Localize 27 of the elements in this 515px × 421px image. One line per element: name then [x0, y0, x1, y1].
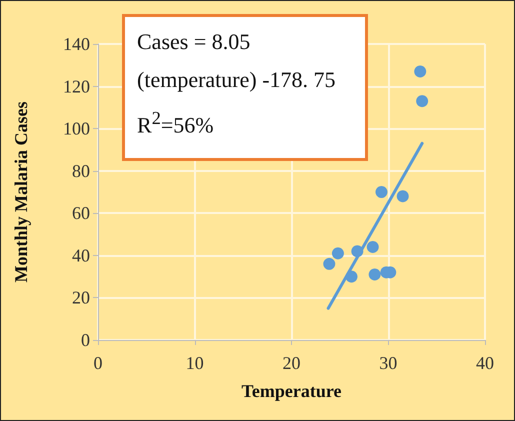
x-tick-label: 30 — [379, 353, 398, 373]
annotation: Cases = 8.05 — [137, 28, 252, 56]
x-tick-label: 20 — [282, 353, 300, 373]
y-tick-label: 120 — [63, 76, 90, 96]
y-tick-label: 40 — [72, 245, 90, 266]
point — [332, 247, 344, 260]
point — [396, 190, 409, 202]
note-box: Cases = 8.05 (temperature) -178. 75 R$^{2}$=56% — [122, 14, 368, 162]
point — [416, 95, 428, 108]
x-axis-title: Temperature — [242, 381, 342, 401]
point — [414, 65, 426, 78]
y-tick-label: 0 — [81, 330, 90, 350]
point — [323, 258, 336, 270]
annotation: (temperature) -178. 75 — [137, 66, 337, 94]
y-tick-label: 140 — [63, 34, 90, 54]
point — [366, 240, 379, 253]
annotation: R$^{2}$=56% — [137, 107, 215, 140]
x-tick-label: 40 — [476, 353, 494, 373]
x-tick-label: 0 — [94, 353, 102, 373]
point — [368, 268, 381, 280]
y-tick-label: 80 — [72, 160, 90, 181]
y-axis-title: Monthly Malaria Cases — [11, 102, 31, 282]
y-tick-label: 20 — [72, 288, 90, 308]
y-tick-label: 100 — [63, 118, 90, 139]
point — [375, 186, 388, 198]
y-tick-label: 60 — [72, 203, 90, 224]
x-tick-label: 10 — [186, 353, 204, 373]
